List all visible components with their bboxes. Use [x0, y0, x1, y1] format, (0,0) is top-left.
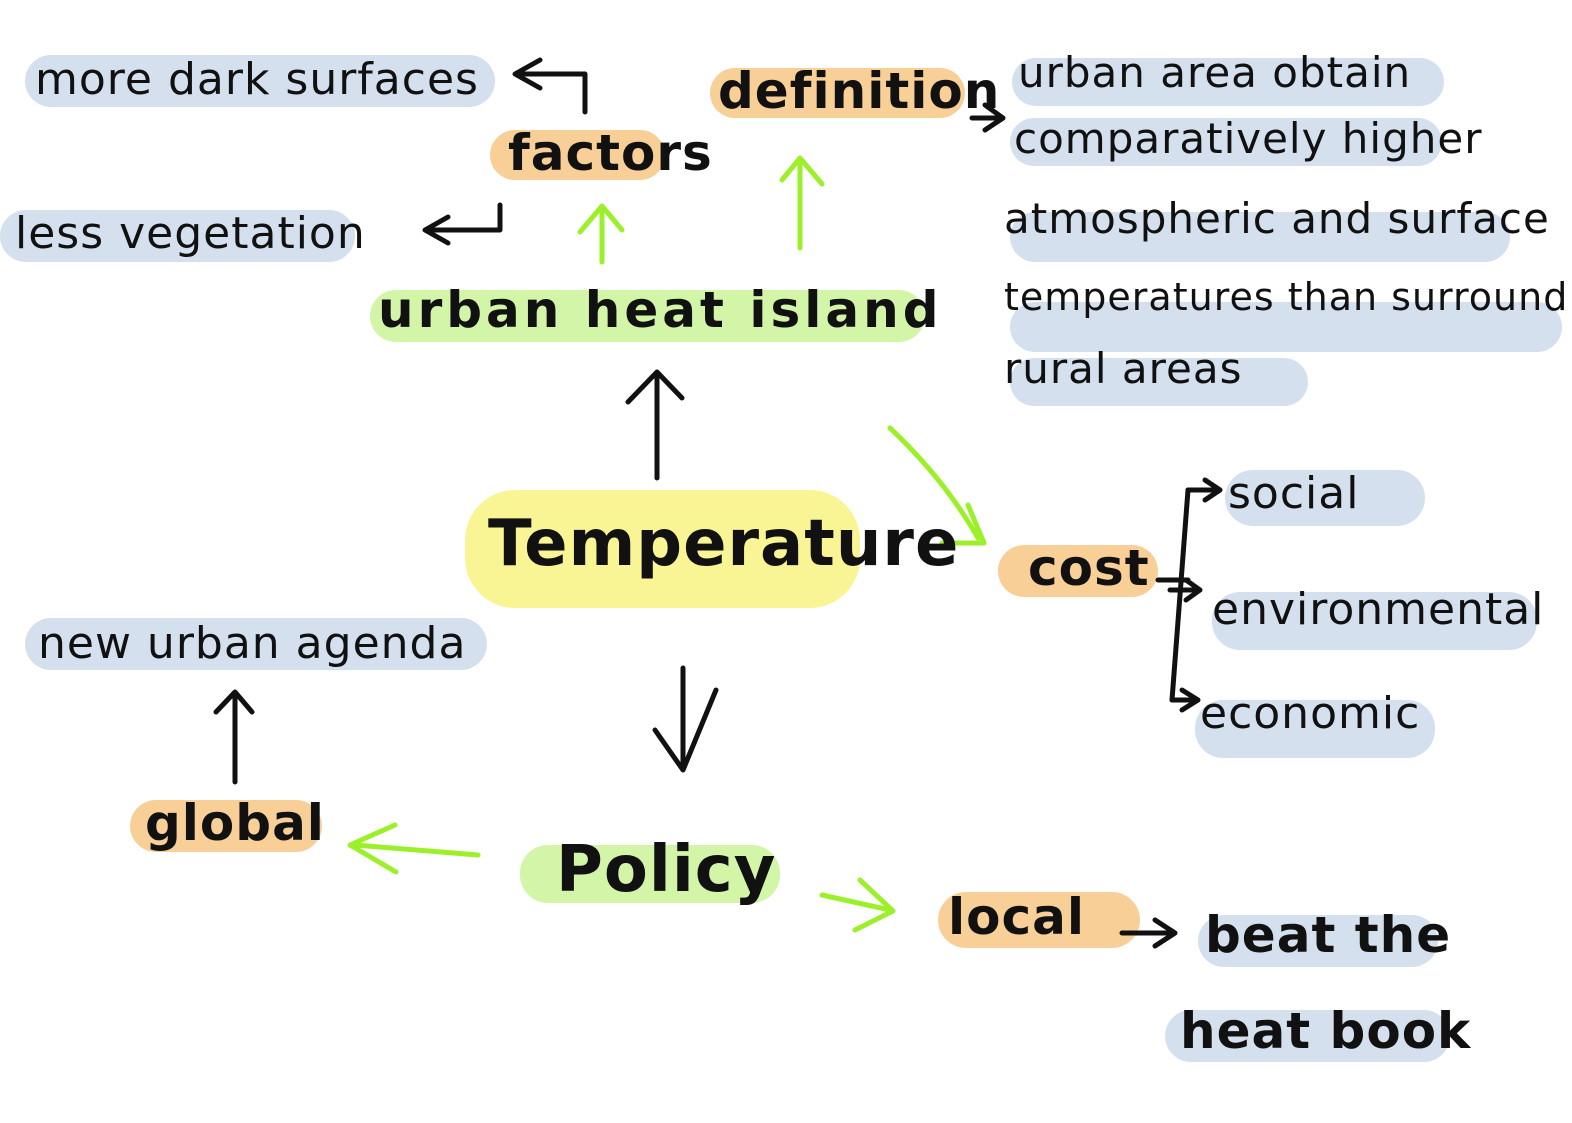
highlight-less-vegetation: [0, 210, 355, 262]
arrow-global-to-new-urban-agenda: [213, 689, 255, 785]
arrow-policy-to-global: [347, 822, 481, 875]
highlight-global: [130, 800, 322, 852]
arrow-factors-to-less-vegetation: [422, 202, 503, 246]
definition-line-5: rural areas: [1004, 344, 1243, 393]
cost-item-social: social: [1228, 468, 1360, 519]
node-temperature: Temperature: [488, 507, 960, 581]
arrow-cost-to-economic: [1169, 687, 1201, 713]
definition-line-3: atmospheric and surface: [1004, 194, 1550, 243]
highlight-environmental: [1212, 592, 1537, 650]
highlight-temperature: [465, 490, 860, 608]
highlight-new-urban-agenda: [25, 618, 487, 670]
highlight-def-line-5: [1010, 358, 1308, 406]
arrow-cost-to-social: [1185, 477, 1223, 503]
arrow-factors-to-more-dark-surfaces: [512, 57, 588, 115]
highlight-cost: [998, 545, 1158, 597]
local-item-line-1: beat the: [1205, 906, 1452, 964]
highlight-local: [938, 892, 1140, 948]
arrow-policy-to-local: [819, 877, 896, 933]
cost-bracket: [1155, 487, 1191, 703]
highlight-uhi: [370, 290, 925, 342]
definition-line-2: comparatively higher: [1014, 114, 1483, 163]
arrow-definition-to-text: [969, 102, 1006, 133]
cost-item-environmental: environmental: [1212, 584, 1545, 635]
arrow-temperature-to-uhi: [625, 369, 685, 481]
node-policy: Policy: [556, 833, 777, 907]
highlight-def-line-4: [1010, 302, 1562, 352]
arrow-uhi-to-definition: [779, 155, 825, 251]
node-urban-heat-island: urban heat island: [378, 281, 943, 339]
definition-line-4: temperatures than surround: [1004, 275, 1569, 319]
highlight-factors: [490, 130, 665, 180]
arrow-temperature-to-policy: [652, 665, 719, 773]
arrow-uhi-to-factors: [577, 203, 625, 265]
highlight-beat-the: [1198, 915, 1438, 967]
highlight-economic: [1195, 700, 1435, 758]
definition-line-1: urban area obtain: [1018, 48, 1412, 97]
item-more-dark-surfaces: more dark surfaces: [35, 54, 479, 105]
arrow-uhi-to-cost: [887, 425, 987, 546]
arrow-local-to-beat-the-heat-book: [1119, 917, 1178, 949]
highlight-def-line-2: [1010, 118, 1442, 166]
local-item-line-2: heat book: [1180, 1002, 1472, 1060]
node-definition: definition: [718, 62, 1001, 120]
node-cost: cost: [1028, 539, 1150, 597]
highlight-def-line-3: [1010, 212, 1510, 262]
item-less-vegetation: less vegetation: [15, 208, 366, 259]
highlight-more-dark-surfaces: [25, 55, 495, 107]
item-new-urban-agenda: new urban agenda: [38, 618, 467, 669]
node-factors: factors: [508, 124, 713, 182]
cost-item-economic: economic: [1200, 688, 1421, 739]
arrow-cost-to-environmental: [1167, 577, 1203, 603]
highlight-heat-book: [1165, 1010, 1450, 1062]
highlight-def-line-1: [1012, 58, 1444, 106]
highlight-definition: [710, 68, 965, 118]
node-global: global: [145, 794, 325, 852]
highlight-social: [1225, 470, 1425, 526]
highlight-policy: [520, 845, 780, 903]
node-local: local: [948, 888, 1086, 946]
